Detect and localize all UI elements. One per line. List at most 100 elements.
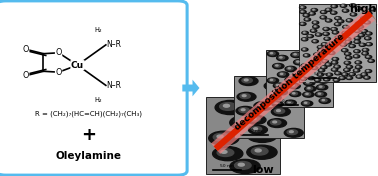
Circle shape [310, 61, 312, 62]
Circle shape [301, 7, 304, 8]
Circle shape [359, 34, 363, 36]
Circle shape [314, 62, 321, 65]
Circle shape [221, 150, 227, 153]
Circle shape [324, 28, 327, 30]
Circle shape [367, 12, 370, 14]
Circle shape [270, 53, 273, 54]
Circle shape [240, 94, 250, 99]
Circle shape [290, 131, 293, 133]
Circle shape [332, 58, 339, 61]
Circle shape [363, 49, 367, 51]
Circle shape [362, 17, 365, 19]
Circle shape [366, 32, 372, 35]
Circle shape [330, 11, 337, 14]
FancyBboxPatch shape [0, 1, 187, 175]
Bar [234, 76, 304, 138]
Circle shape [356, 41, 357, 42]
Circle shape [351, 45, 352, 46]
Circle shape [301, 67, 312, 72]
Circle shape [302, 78, 303, 79]
Circle shape [354, 29, 361, 32]
Circle shape [335, 72, 341, 75]
Circle shape [254, 102, 273, 110]
Circle shape [290, 91, 301, 97]
Circle shape [217, 135, 223, 138]
Circle shape [365, 21, 369, 23]
Circle shape [327, 49, 331, 50]
Circle shape [321, 16, 325, 18]
Circle shape [364, 49, 366, 50]
Circle shape [302, 65, 305, 66]
Circle shape [367, 13, 369, 14]
Circle shape [321, 11, 325, 13]
Circle shape [310, 12, 313, 14]
Circle shape [308, 55, 310, 56]
Circle shape [369, 8, 376, 11]
Circle shape [288, 68, 290, 69]
Circle shape [276, 65, 278, 66]
Circle shape [346, 38, 348, 39]
Circle shape [361, 44, 362, 45]
Circle shape [294, 54, 296, 55]
Circle shape [255, 102, 261, 104]
Circle shape [316, 58, 320, 59]
Circle shape [322, 60, 328, 63]
Circle shape [366, 37, 369, 39]
Circle shape [330, 52, 333, 54]
Circle shape [304, 14, 308, 16]
Circle shape [314, 54, 318, 55]
Circle shape [215, 100, 245, 115]
Circle shape [311, 13, 312, 14]
Circle shape [324, 33, 327, 34]
Circle shape [302, 49, 306, 50]
Circle shape [327, 74, 331, 75]
Text: R = (CH₂)₇(HC=CH)(CH₂)₇(CH₃): R = (CH₂)₇(HC=CH)(CH₂)₇(CH₃) [35, 110, 143, 117]
Text: O: O [56, 68, 62, 77]
Circle shape [307, 87, 313, 90]
Circle shape [335, 66, 338, 67]
Circle shape [334, 58, 335, 59]
Circle shape [332, 28, 335, 30]
Circle shape [304, 80, 315, 86]
Text: low: low [252, 165, 274, 175]
Circle shape [237, 92, 256, 101]
Circle shape [312, 21, 319, 24]
Bar [266, 50, 333, 107]
Circle shape [270, 84, 273, 86]
Circle shape [317, 66, 323, 69]
Circle shape [271, 96, 278, 99]
Circle shape [308, 35, 311, 37]
Circle shape [359, 43, 366, 46]
Circle shape [350, 4, 356, 7]
Circle shape [355, 7, 362, 10]
Circle shape [307, 35, 313, 38]
Circle shape [345, 56, 352, 59]
Circle shape [360, 44, 364, 45]
Circle shape [271, 107, 290, 116]
Circle shape [358, 26, 362, 27]
Text: 50 nm: 50 nm [248, 129, 262, 133]
Circle shape [279, 91, 282, 92]
Circle shape [302, 38, 308, 41]
Circle shape [287, 101, 293, 104]
Circle shape [315, 57, 322, 60]
Circle shape [317, 46, 324, 49]
Text: 50 nm: 50 nm [220, 164, 234, 168]
Circle shape [317, 58, 318, 59]
Circle shape [353, 55, 360, 58]
Circle shape [344, 68, 350, 71]
Circle shape [323, 27, 330, 30]
Circle shape [312, 67, 316, 68]
Circle shape [251, 127, 262, 131]
Circle shape [308, 77, 314, 80]
Circle shape [251, 147, 268, 155]
Circle shape [325, 33, 326, 34]
Circle shape [367, 56, 368, 57]
Circle shape [345, 37, 351, 40]
Circle shape [277, 55, 288, 61]
Circle shape [303, 102, 309, 105]
Text: 50 nm: 50 nm [279, 99, 293, 103]
Circle shape [342, 5, 343, 6]
Circle shape [316, 85, 328, 90]
Circle shape [230, 116, 260, 130]
